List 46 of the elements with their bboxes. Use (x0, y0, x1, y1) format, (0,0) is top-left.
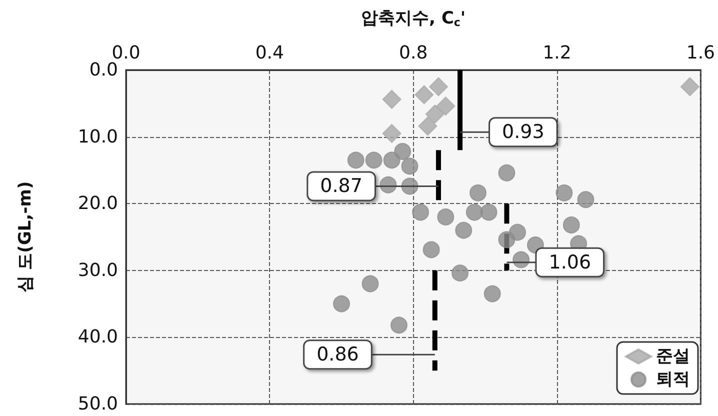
point (466, 204, 483, 221)
point (455, 222, 472, 239)
annotation: 0.87 (320, 175, 362, 198)
legend-label: 퇴적 (656, 370, 690, 390)
point (347, 152, 364, 169)
point (412, 204, 430, 221)
point (452, 264, 469, 282)
y-tick-label: 50.0 (78, 394, 118, 414)
point (390, 316, 408, 334)
annotation: 0.86 (316, 344, 359, 366)
point (680, 77, 700, 96)
point (428, 77, 448, 96)
y-axis-title: 심 도(GL,-m) (16, 181, 36, 293)
point (365, 152, 382, 169)
point (498, 164, 516, 182)
point (437, 208, 454, 226)
x-tick-label: 0.8 (399, 42, 428, 64)
point (556, 184, 573, 202)
point (401, 158, 418, 175)
x-tick-label: 1.2 (542, 42, 572, 64)
point (425, 104, 444, 124)
point (436, 96, 456, 116)
y-tick-label: 10.0 (78, 126, 118, 148)
y-tick-label: 40.0 (78, 326, 118, 348)
point (383, 152, 400, 169)
legend-label: 준설 (656, 346, 690, 366)
point (382, 124, 402, 143)
point (382, 90, 402, 109)
point (394, 143, 412, 160)
annotation: 1.06 (548, 251, 592, 274)
point (562, 216, 580, 234)
y-tick-label: 30.0 (78, 260, 118, 281)
point (484, 285, 501, 302)
point (470, 184, 486, 202)
x-tick-label: 0.4 (255, 42, 284, 64)
point (577, 191, 594, 208)
y-tick-label: 20.0 (78, 193, 118, 214)
point (498, 231, 516, 248)
point (333, 295, 350, 312)
point (362, 275, 379, 292)
point (414, 85, 434, 104)
point (480, 204, 498, 221)
annotation: 0.93 (502, 121, 544, 144)
x-tick-label: 1.6 (686, 42, 716, 64)
point (418, 116, 438, 136)
point (422, 241, 440, 258)
